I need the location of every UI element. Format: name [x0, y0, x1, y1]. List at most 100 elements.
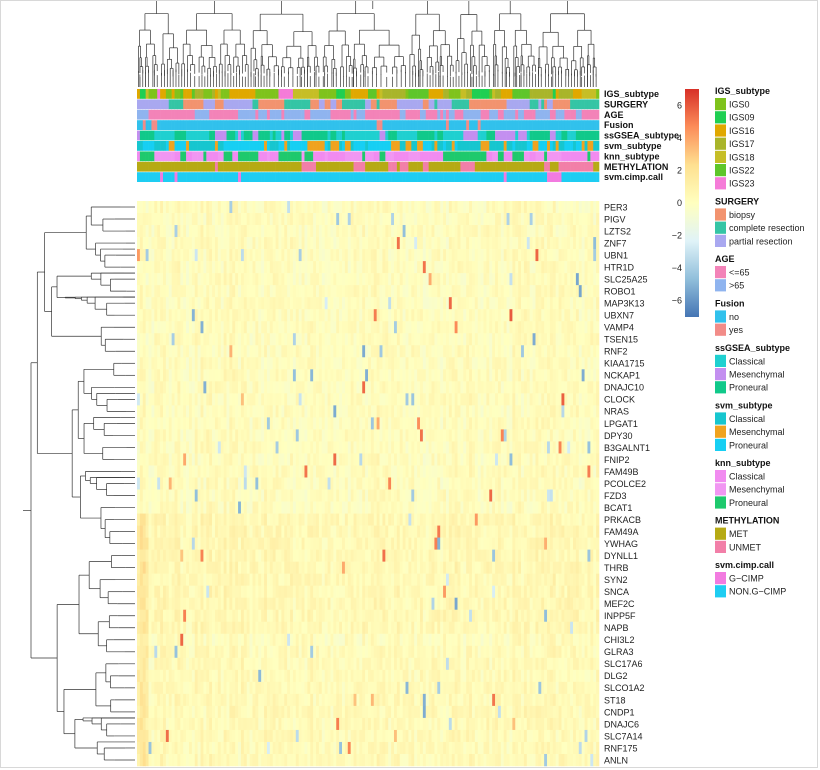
heatmap-cell	[180, 273, 184, 286]
heatmap-cell	[180, 453, 184, 466]
heatmap-cell	[425, 441, 429, 454]
heatmap-cell	[405, 369, 409, 382]
heatmap-cell	[235, 453, 239, 466]
heatmap-cell	[492, 441, 496, 454]
annotation-cell	[304, 151, 308, 162]
annotation-cell	[445, 130, 450, 141]
annotation-cell	[393, 172, 398, 182]
annotation-cell	[474, 172, 479, 182]
heatmap-cell	[376, 225, 380, 238]
annotation-cell	[344, 120, 349, 130]
annotation-cell	[359, 120, 363, 130]
heatmap-cell	[350, 321, 354, 334]
heatmap-cell	[301, 441, 305, 454]
annotation-cell	[347, 151, 351, 162]
heatmap-cell	[526, 321, 530, 334]
heatmap-cell	[434, 273, 438, 286]
heatmap-cell	[304, 261, 308, 274]
heatmap-cell	[154, 249, 158, 262]
heatmap-cell	[555, 333, 559, 346]
heatmap-cell	[587, 297, 591, 310]
annotation-cell	[339, 89, 343, 99]
annotation-cell	[425, 141, 429, 151]
heatmap-cell	[252, 273, 256, 286]
annotation-cell	[483, 109, 487, 120]
heatmap-cell	[232, 369, 236, 382]
heatmap-cell	[393, 369, 398, 382]
heatmap-cell	[350, 345, 354, 358]
annotation-cell	[463, 172, 467, 182]
annotation-cell	[535, 120, 539, 130]
heatmap-cell	[298, 285, 302, 298]
annotation-cell	[587, 89, 591, 99]
heatmap-cell	[376, 429, 380, 442]
heatmap-cell	[295, 333, 299, 346]
annotation-cell	[448, 141, 453, 151]
heatmap-cell	[405, 225, 409, 238]
heatmap-cell	[200, 249, 204, 262]
annotation-cell	[336, 89, 340, 99]
annotation-cell	[399, 120, 403, 130]
heatmap-cell	[154, 213, 158, 226]
heatmap-cell	[555, 309, 559, 322]
annotation-cell	[171, 141, 175, 151]
heatmap-cell	[469, 333, 473, 346]
annotation-cell	[529, 109, 533, 120]
heatmap-cell	[342, 345, 346, 358]
heatmap-cell	[287, 405, 291, 418]
heatmap-cell	[304, 201, 308, 214]
heatmap-cell	[448, 201, 453, 214]
annotation-cell	[578, 161, 582, 172]
annotation-cell	[373, 151, 377, 162]
heatmap-cell	[347, 405, 351, 418]
heatmap-cell	[497, 405, 502, 418]
heatmap-cell	[318, 441, 323, 454]
heatmap-cell	[567, 393, 571, 406]
heatmap-cell	[197, 309, 201, 322]
heatmap-cell	[342, 429, 346, 442]
annotation-cell	[307, 120, 311, 130]
annotation-cell	[281, 109, 285, 120]
annotation-cell	[518, 109, 522, 120]
heatmap-cell	[321, 453, 325, 466]
annotation-cell	[575, 151, 580, 162]
heatmap-cell	[503, 201, 507, 214]
heatmap-cell	[535, 357, 539, 370]
heatmap-cell	[313, 429, 317, 442]
annotation-cell	[526, 89, 530, 99]
heatmap-cell	[310, 417, 314, 430]
heatmap-cell	[307, 357, 311, 370]
heatmap-cell	[292, 213, 297, 226]
heatmap-cell	[272, 285, 276, 298]
heatmap-cell	[521, 429, 525, 442]
heatmap-cell	[359, 381, 363, 394]
heatmap-cell	[512, 237, 516, 250]
annotation-cell	[353, 109, 357, 120]
heatmap-cell	[336, 201, 340, 214]
annotation-cell	[310, 99, 314, 110]
heatmap-cell	[180, 261, 184, 274]
heatmap-cell	[581, 261, 585, 274]
heatmap-cell	[376, 261, 380, 274]
heatmap-cell	[515, 297, 519, 310]
heatmap-cell	[180, 441, 184, 454]
annotation-cell	[558, 161, 562, 172]
annotation-cell	[344, 161, 349, 172]
heatmap-cell	[523, 201, 528, 214]
annotation-cell	[428, 109, 432, 120]
heatmap-cell	[486, 369, 490, 382]
annotation-cell	[428, 151, 432, 162]
heatmap-cell	[154, 393, 158, 406]
heatmap-cell	[229, 297, 233, 310]
heatmap-cell	[454, 333, 458, 346]
heatmap-cell	[581, 225, 585, 238]
annotation-cell	[440, 99, 444, 110]
heatmap-cell	[483, 237, 487, 250]
heatmap-cell	[209, 297, 213, 310]
annotation-cell	[359, 89, 363, 99]
annotation-cell	[255, 141, 259, 151]
heatmap-cell	[593, 225, 597, 238]
annotation-cell	[266, 89, 271, 99]
heatmap-cell	[492, 297, 496, 310]
heatmap-cell	[428, 321, 432, 334]
